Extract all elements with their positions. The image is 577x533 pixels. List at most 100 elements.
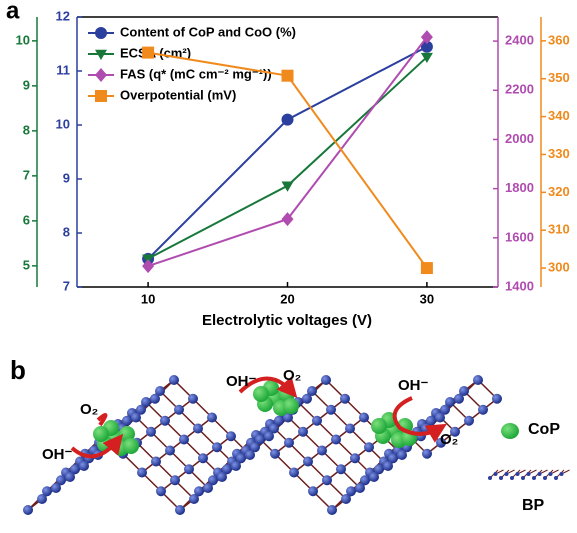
atom	[231, 461, 241, 471]
atom	[464, 416, 474, 426]
point	[282, 70, 294, 82]
atom	[521, 476, 525, 480]
atom	[422, 449, 432, 459]
figure: a Electrolytic voltages (V) b O₂ OH⁻ OH⁻…	[0, 0, 577, 533]
y-tick-label: 6	[23, 212, 30, 227]
atom	[383, 461, 393, 471]
panel-label: b	[10, 355, 26, 385]
atom	[308, 486, 318, 496]
y-tick-label: 7	[23, 167, 30, 182]
atom	[478, 405, 488, 415]
atom	[289, 468, 299, 478]
y-tick-label: 11	[56, 62, 70, 77]
bp-lattice	[23, 375, 502, 515]
atom	[270, 449, 280, 459]
atom	[79, 461, 89, 471]
atom	[188, 394, 198, 404]
y-tick-label: 1400	[505, 278, 534, 293]
atom	[226, 431, 236, 441]
y-tick-label: 8	[63, 224, 70, 239]
y-tick-label: 310	[548, 222, 570, 237]
y-tick-label: 340	[548, 108, 570, 123]
cop-cluster	[371, 418, 387, 434]
y-tick-label: 10	[56, 116, 70, 131]
atom	[184, 464, 194, 474]
atom	[317, 446, 327, 456]
atom	[212, 442, 222, 452]
legend-marker	[95, 90, 107, 102]
atom	[312, 416, 322, 426]
atom	[65, 472, 75, 482]
atom	[151, 457, 161, 467]
x-tick-label: 20	[280, 291, 294, 306]
atom	[146, 427, 156, 437]
legend-label: BP	[522, 497, 545, 514]
y-tick-label: 350	[548, 70, 570, 85]
atom	[538, 472, 542, 476]
atom	[217, 472, 227, 482]
atom	[298, 427, 308, 437]
atom	[505, 472, 509, 476]
atom	[510, 476, 514, 480]
atom	[131, 413, 141, 423]
atom	[532, 476, 536, 480]
annotation: OH⁻	[398, 377, 429, 394]
y-tick-label: 9	[63, 170, 70, 185]
point	[282, 182, 294, 192]
atom	[165, 446, 175, 456]
atom	[364, 442, 374, 452]
atom	[340, 394, 350, 404]
cop-cluster	[283, 398, 299, 414]
atom	[245, 450, 255, 460]
atom	[549, 472, 553, 476]
atom	[355, 483, 365, 493]
atom	[341, 494, 351, 504]
atom	[543, 476, 547, 480]
point	[282, 114, 294, 126]
atom	[322, 475, 332, 485]
atom	[203, 483, 213, 493]
x-tick-label: 10	[141, 291, 155, 306]
atom	[198, 453, 208, 463]
y-tick-label: 1800	[505, 180, 534, 195]
atom	[397, 450, 407, 460]
atom	[454, 394, 464, 404]
atom	[303, 457, 313, 467]
atom	[492, 394, 502, 404]
legend-label: CoP	[528, 421, 560, 438]
cop-cluster	[123, 438, 139, 454]
atom	[302, 394, 312, 404]
y-tick-label: 360	[548, 32, 570, 47]
atom	[175, 505, 185, 515]
y-tick-label: 330	[548, 146, 570, 161]
x-tick-label: 30	[420, 291, 434, 306]
atom	[170, 475, 180, 485]
legend-label: Overpotential (mV)	[120, 87, 236, 102]
atom	[137, 468, 147, 478]
legend-marker	[95, 27, 107, 39]
y-tick-label: 9	[23, 77, 30, 92]
y-tick-label: 2400	[505, 33, 534, 48]
atom	[174, 405, 184, 415]
atom	[321, 375, 331, 385]
y-tick-label: 7	[63, 278, 70, 293]
legend-marker	[95, 68, 107, 82]
atom	[499, 476, 503, 480]
y-tick-label: 300	[548, 260, 570, 275]
atom	[494, 472, 498, 476]
atom	[23, 505, 33, 515]
legend-label: Content of CoP and CoO (%)	[120, 24, 296, 39]
atom	[488, 476, 492, 480]
atom	[160, 416, 170, 426]
atom	[156, 486, 166, 496]
atom	[51, 483, 61, 493]
atom	[327, 505, 337, 515]
atom	[369, 472, 379, 482]
atom	[350, 453, 360, 463]
atom	[345, 424, 355, 434]
atom	[264, 431, 274, 441]
atom	[560, 472, 564, 476]
y-tick-label: 2000	[505, 131, 534, 146]
y-tick-label: 12	[56, 8, 70, 23]
atom	[516, 472, 520, 476]
